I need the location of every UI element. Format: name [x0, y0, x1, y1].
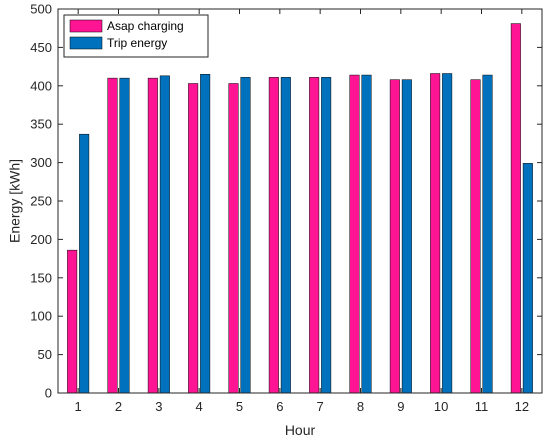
bar-trip-energy-2: [119, 77, 130, 394]
x-tick-label: 8: [357, 399, 364, 414]
bar-trip-energy-3: [159, 75, 170, 394]
legend-swatch: [69, 36, 103, 50]
bar-trip-energy-7: [321, 77, 332, 394]
plot-frame: [57, 8, 543, 394]
bar-trip-energy-8: [361, 74, 372, 394]
y-tick-label: 400: [30, 78, 52, 93]
y-axis-label: Energy [kWh]: [7, 159, 23, 243]
bar-asap-charging-7: [309, 77, 320, 394]
y-tick-label: 350: [30, 117, 52, 132]
y-tick-label: 300: [30, 155, 52, 170]
legend-label: Trip energy: [107, 36, 167, 50]
y-tick-label: 100: [30, 309, 52, 324]
x-tick-label: 9: [397, 399, 404, 414]
bar-asap-charging-5: [228, 83, 239, 394]
y-tick-label: 500: [30, 2, 52, 17]
x-tick-label: 12: [515, 399, 529, 414]
bar-trip-energy-9: [401, 79, 412, 394]
bar-trip-energy-4: [200, 74, 211, 394]
y-tick-label: 200: [30, 232, 52, 247]
bar-asap-charging-11: [470, 79, 481, 394]
bar-asap-charging-4: [188, 83, 199, 394]
x-tick-label: 11: [475, 399, 489, 414]
x-axis-label: Hour: [285, 422, 316, 438]
bar-trip-energy-6: [280, 77, 291, 394]
x-tick-label: 7: [317, 399, 324, 414]
bar-asap-charging-2: [107, 77, 118, 394]
x-tick-label: 10: [434, 399, 448, 414]
x-tick-label: 4: [196, 399, 203, 414]
x-tick-label: 3: [155, 399, 162, 414]
y-tick-label: 450: [30, 40, 52, 55]
legend: Asap charging Trip energy: [63, 14, 209, 58]
y-tick-label: 250: [30, 194, 52, 209]
bar-asap-charging-3: [147, 77, 158, 394]
bars: [67, 23, 533, 394]
y-tick-label: 50: [38, 347, 52, 362]
bar-asap-charging-8: [349, 74, 360, 394]
bar-trip-energy-1: [79, 133, 90, 394]
bar-trip-energy-5: [240, 77, 251, 394]
bar-asap-charging-12: [510, 23, 521, 394]
y-tick-label: 150: [30, 270, 52, 285]
bar-trip-energy-12: [522, 163, 533, 394]
x-tick-label: 6: [276, 399, 283, 414]
bar-asap-charging-1: [67, 249, 78, 394]
bar-asap-charging-6: [268, 77, 279, 394]
bar-asap-charging-9: [389, 79, 400, 394]
bar-trip-energy-11: [482, 74, 493, 394]
bar-trip-energy-10: [442, 73, 453, 394]
bar-asap-charging-10: [430, 73, 441, 394]
legend-label: Asap charging: [107, 19, 184, 33]
legend-swatch: [69, 19, 103, 33]
x-tick-label: 2: [115, 399, 122, 414]
y-tick-label: 0: [45, 386, 52, 401]
x-tick-label: 5: [236, 399, 243, 414]
x-tick-label: 1: [75, 399, 82, 414]
